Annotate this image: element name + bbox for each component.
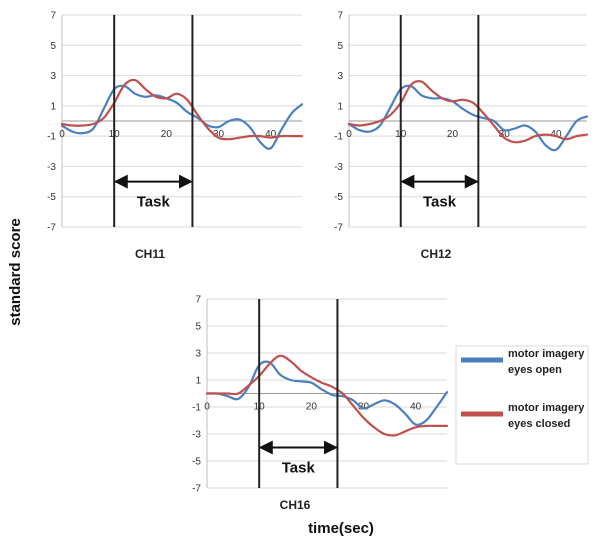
x-tick-label: 20 xyxy=(447,129,459,140)
y-tick-label: -7 xyxy=(192,484,201,495)
series-line-motor-imagery-eyes-closed xyxy=(205,354,449,437)
series-line-motor-imagery-eyes-open xyxy=(347,84,589,152)
x-tick-label: 40 xyxy=(550,129,562,140)
x-tick-label: 20 xyxy=(306,402,318,413)
x-tick-label: 30 xyxy=(213,129,225,140)
x-tick-label: 40 xyxy=(265,129,277,140)
y-axis-label: standard score xyxy=(7,218,24,326)
y-tick-label: 7 xyxy=(50,11,56,22)
y-tick-label: 5 xyxy=(195,322,201,333)
y-tick-label: -5 xyxy=(192,457,201,468)
y-tick-label: -3 xyxy=(334,162,343,173)
chart-title: CH16 xyxy=(280,498,311,512)
y-tick-label: 7 xyxy=(195,295,201,306)
x-tick-label: 30 xyxy=(499,129,511,140)
chart-title: CH11 xyxy=(135,247,165,261)
y-tick-label: -3 xyxy=(47,162,56,173)
y-tick-label: -7 xyxy=(334,223,343,234)
series-line-motor-imagery-eyes-open xyxy=(60,84,304,150)
series-line-motor-imagery-eyes-closed xyxy=(347,80,589,144)
legend-label-eyes-open-line2: eyes open xyxy=(508,364,562,376)
series-line-motor-imagery-eyes-open xyxy=(205,360,449,426)
x-tick-label: 0 xyxy=(346,129,352,140)
x-tick-label: 0 xyxy=(204,402,210,413)
y-tick-label: 5 xyxy=(337,41,343,52)
y-tick-label: -5 xyxy=(334,192,343,203)
y-tick-label: 7 xyxy=(337,11,343,22)
series-line-motor-imagery-eyes-closed xyxy=(60,78,304,141)
y-tick-label: -1 xyxy=(334,132,343,143)
legend-label-eyes-closed-line2: eyes closed xyxy=(508,418,570,430)
legend: motor imagery eyes open motor imagery ey… xyxy=(455,345,589,465)
task-label: Task xyxy=(137,194,171,211)
x-tick-label: 40 xyxy=(410,402,422,413)
task-label: Task xyxy=(423,194,457,211)
legend-label-eyes-closed-line1: motor imagery xyxy=(508,402,585,414)
x-tick-label: 0 xyxy=(59,129,65,140)
task-label: Task xyxy=(282,460,316,477)
y-tick-label: 3 xyxy=(195,349,201,360)
x-axis-label: time(sec) xyxy=(308,520,374,537)
y-tick-label: -5 xyxy=(47,192,56,203)
chart-title: CH12 xyxy=(421,247,452,261)
y-tick-label: 1 xyxy=(337,101,343,112)
y-tick-label: -1 xyxy=(47,132,56,143)
y-tick-label: 1 xyxy=(50,101,56,112)
y-tick-label: -1 xyxy=(192,403,201,414)
y-tick-label: 5 xyxy=(50,41,56,52)
x-tick-label: 30 xyxy=(358,402,370,413)
y-tick-label: 3 xyxy=(337,71,343,82)
y-tick-label: -7 xyxy=(47,223,56,234)
y-tick-label: 1 xyxy=(195,376,201,387)
y-tick-label: 3 xyxy=(50,71,56,82)
legend-label-eyes-open-line1: motor imagery xyxy=(508,348,585,360)
y-tick-label: -3 xyxy=(192,430,201,441)
x-tick-label: 20 xyxy=(161,129,173,140)
legend-box xyxy=(455,345,589,465)
